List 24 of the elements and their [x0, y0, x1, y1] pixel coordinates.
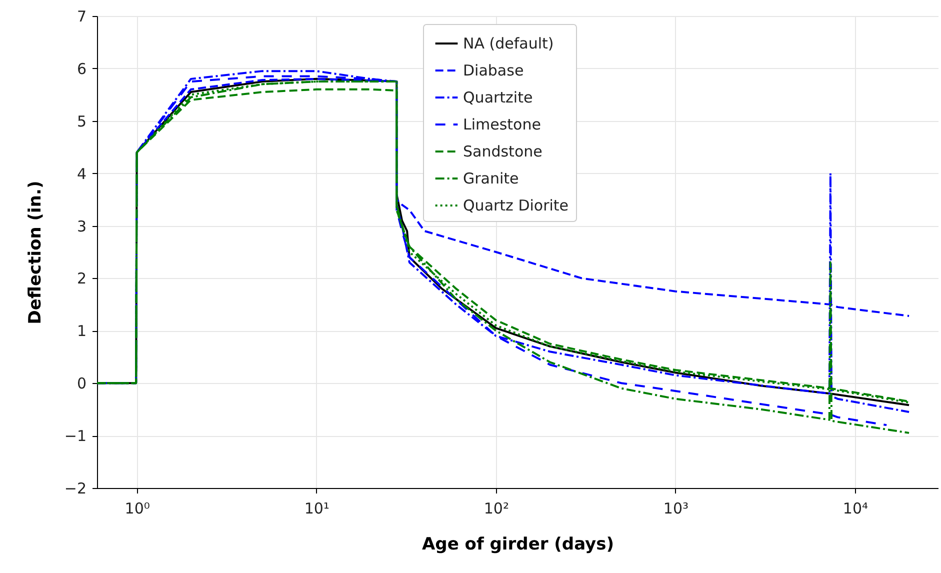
x-tick-label: 10⁴ [842, 500, 868, 518]
y-tick-label: 1 [76, 322, 86, 340]
y-tick-label: 3 [76, 217, 86, 236]
y-tick-label: 5 [76, 112, 86, 130]
y-tick-label: −2 [64, 480, 86, 498]
y-tick-label: −1 [64, 427, 86, 446]
x-tick-label: 10¹ [304, 500, 330, 518]
y-tick-label: 4 [76, 164, 86, 183]
legend-label: Quartzite [463, 88, 533, 106]
x-tick-label: 10³ [663, 500, 688, 518]
legend-label: Limestone [463, 116, 541, 134]
legend-label: Diabase [463, 62, 524, 80]
legend-label: NA (default) [463, 34, 554, 52]
legend-label: Sandstone [463, 142, 542, 160]
x-tick-label: 10⁰ [124, 500, 150, 518]
y-tick-label: 6 [76, 60, 86, 78]
y-axis-title: Deflection (in.) [25, 180, 46, 324]
x-axis-title: Age of girder (days) [422, 534, 614, 554]
y-tick-label: 2 [76, 270, 86, 288]
legend-label: Quartz Diorite [463, 196, 569, 214]
x-tick-label: 10² [484, 500, 509, 518]
y-tick-label: 0 [76, 374, 86, 393]
legend-label: Granite [463, 170, 519, 188]
y-tick-label: 7 [76, 8, 86, 26]
